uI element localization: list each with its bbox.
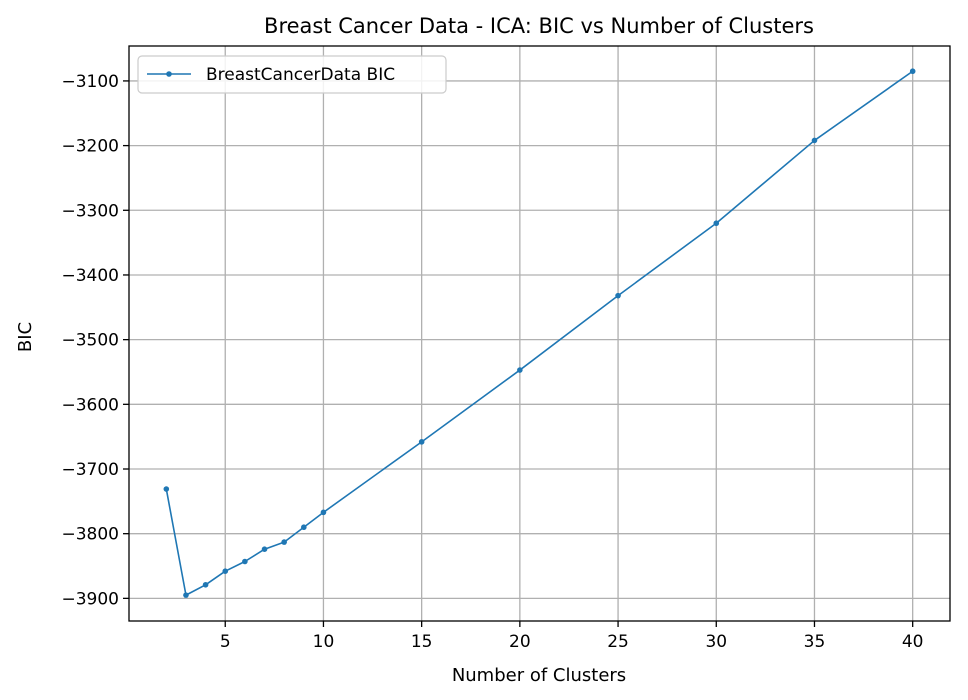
legend-box bbox=[137, 55, 447, 94]
x-tick-label: 25 bbox=[607, 632, 629, 652]
data-point bbox=[202, 581, 209, 588]
data-point bbox=[517, 367, 523, 373]
x-tick-label: 20 bbox=[509, 632, 531, 652]
y-tick-label: −3700 bbox=[61, 460, 119, 480]
grid bbox=[129, 46, 950, 621]
data-point bbox=[242, 558, 248, 565]
y-tick-label: −3800 bbox=[61, 525, 119, 545]
x-axis-label: Number of Clusters bbox=[452, 665, 626, 686]
data-point bbox=[811, 137, 818, 144]
data-point bbox=[183, 592, 189, 598]
x-tick-label: 35 bbox=[804, 632, 826, 652]
plot-frame bbox=[128, 45, 951, 622]
y-axis-label: BIC bbox=[15, 322, 36, 352]
y-tick-label: −3500 bbox=[61, 331, 119, 351]
x-tick-label: 30 bbox=[705, 632, 727, 652]
data-point bbox=[222, 568, 229, 574]
x-tick-label: 15 bbox=[411, 632, 433, 652]
x-tick-label: 40 bbox=[902, 632, 924, 652]
y-tick-label: −3100 bbox=[61, 72, 119, 92]
data-point bbox=[909, 68, 916, 75]
data-point bbox=[281, 539, 287, 545]
chart-title: Breast Cancer Data - ICA: BIC vs Number … bbox=[264, 14, 814, 38]
y-tick-label: −3200 bbox=[61, 137, 119, 157]
y-tick-label: −3300 bbox=[61, 201, 119, 221]
data-point bbox=[163, 486, 170, 492]
data-point bbox=[418, 439, 425, 445]
data-point bbox=[301, 524, 307, 531]
x-tick-label: 5 bbox=[220, 632, 231, 652]
x-tick-label: 10 bbox=[313, 632, 335, 652]
legend: BreastCancerData BIC bbox=[137, 55, 447, 94]
data-point bbox=[713, 220, 720, 227]
data-point bbox=[615, 292, 621, 299]
series-layer bbox=[163, 68, 916, 598]
legend-marker bbox=[166, 71, 172, 77]
legend-label: BreastCancerData BIC bbox=[206, 65, 395, 85]
y-tick-label: −3400 bbox=[61, 266, 119, 286]
y-tick-label: −3900 bbox=[61, 589, 119, 609]
y-tick-label: −3600 bbox=[61, 395, 119, 415]
data-point bbox=[320, 509, 327, 516]
data-point bbox=[261, 546, 268, 553]
ticks: 5 10 15 20 25 30 35 40 −3900 −3800 −3700 −3600 −3500… bbox=[61, 72, 923, 652]
